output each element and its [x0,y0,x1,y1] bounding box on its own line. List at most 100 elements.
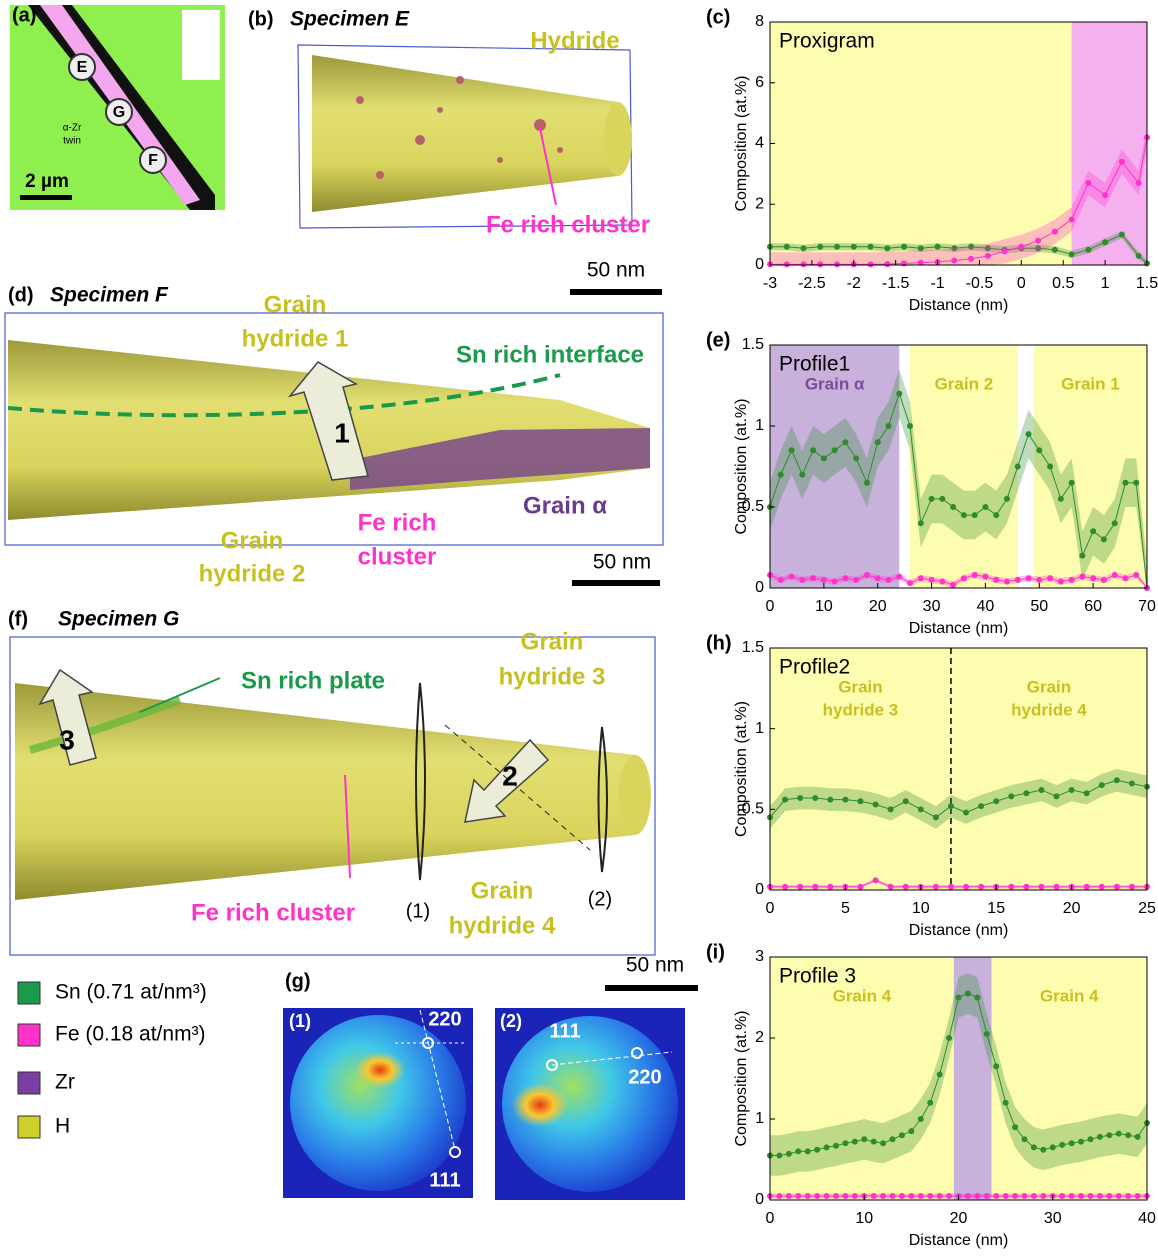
y-tick-label: 6 [755,74,764,91]
arrow-label: 1 [334,417,350,448]
note: α-Zr [63,123,82,134]
point [1135,1193,1141,1199]
y-tick-label: 0 [755,256,764,273]
point [833,1193,839,1199]
x-tick-label: 25 [1138,900,1156,917]
y-tick-label: 8 [755,13,764,30]
point [842,1193,848,1199]
point [1052,229,1058,235]
point [1101,577,1107,583]
point [851,244,857,250]
point [984,1193,990,1199]
point [1136,180,1142,186]
x-axis-label: Distance (nm) [909,620,1009,637]
point [1052,247,1058,253]
point [1059,1142,1065,1148]
point [1125,1193,1131,1199]
point [1114,884,1120,890]
point [993,577,999,583]
point [1035,238,1041,244]
y-tick-label: 1 [755,720,764,737]
x-tick-label: -2 [847,275,861,292]
point [805,1148,811,1154]
point [857,884,863,890]
point [946,1193,952,1199]
section-label: (2) [588,888,612,910]
point [778,472,784,478]
point [868,261,874,267]
scale-bar [570,289,662,295]
point [1058,579,1064,585]
grain-label: hydride 3 [499,663,606,690]
figure: E G F α-Zr twin 2 µm (a) (b) Specimen E … [0,0,1158,1253]
point [1054,884,1060,890]
panel-g: (g) (1) 220 111 (2) 111 220 [283,970,685,1200]
point [1047,464,1053,470]
x-tick-label: 60 [1084,598,1102,615]
point [956,995,962,1001]
point [817,244,823,250]
point [982,504,988,510]
chart-title: Proxigram [779,30,875,53]
point [896,574,902,580]
point [776,1152,782,1158]
legend-swatch [18,982,40,1004]
x-axis-label: Distance (nm) [909,922,1009,939]
x-tick-label: 70 [1138,598,1156,615]
point [1084,884,1090,890]
point [842,439,848,445]
y-axis-label: Composition (at.%) [733,398,750,534]
plate-label: Sn rich plate [241,667,385,694]
point [795,1193,801,1199]
point [888,806,894,812]
grain-label: Grain [471,877,534,904]
point [937,1071,943,1077]
point [972,572,978,578]
point [978,803,984,809]
point [852,1139,858,1145]
point [799,472,805,478]
point [1040,1147,1046,1153]
point [1133,480,1139,486]
point [1133,572,1139,578]
x-tick-label: -2.5 [798,275,826,292]
x-tick-label: -0.5 [966,275,994,292]
point [784,244,790,250]
x-tick-label: 40 [977,598,995,615]
point [799,577,805,583]
pole-label: 220 [428,1008,461,1030]
panel-letter: (b) [248,8,274,30]
region-label: Grain 2 [935,374,994,393]
grain-label: hydride 4 [449,912,556,939]
panel-letter: (c) [706,6,730,28]
chart-title: Profile1 [779,353,850,376]
x-tick-label: 0 [766,900,775,917]
point [993,1063,999,1069]
point [1119,232,1125,238]
point [1106,1132,1112,1138]
x-tick-label: -3 [763,275,777,292]
point [1008,884,1014,890]
note: twin [63,136,81,147]
legend-label: Zr [55,1071,75,1094]
point [927,1193,933,1199]
point [873,801,879,807]
point [852,1193,858,1199]
point [873,877,879,883]
y-tick-label: 3 [755,948,764,965]
point [1116,1193,1122,1199]
point [1102,239,1108,245]
point [814,1193,820,1199]
specimen-title: Specimen F [50,284,169,307]
y-tick-label: 0 [755,881,764,898]
point [1078,1193,1084,1199]
point [871,1193,877,1199]
point [1003,1193,1009,1199]
panel-letter: (a) [12,4,36,26]
point [901,260,907,266]
point [782,884,788,890]
point [842,575,848,581]
x-tick-label: 15 [987,900,1005,917]
point [927,1100,933,1106]
point [812,795,818,801]
